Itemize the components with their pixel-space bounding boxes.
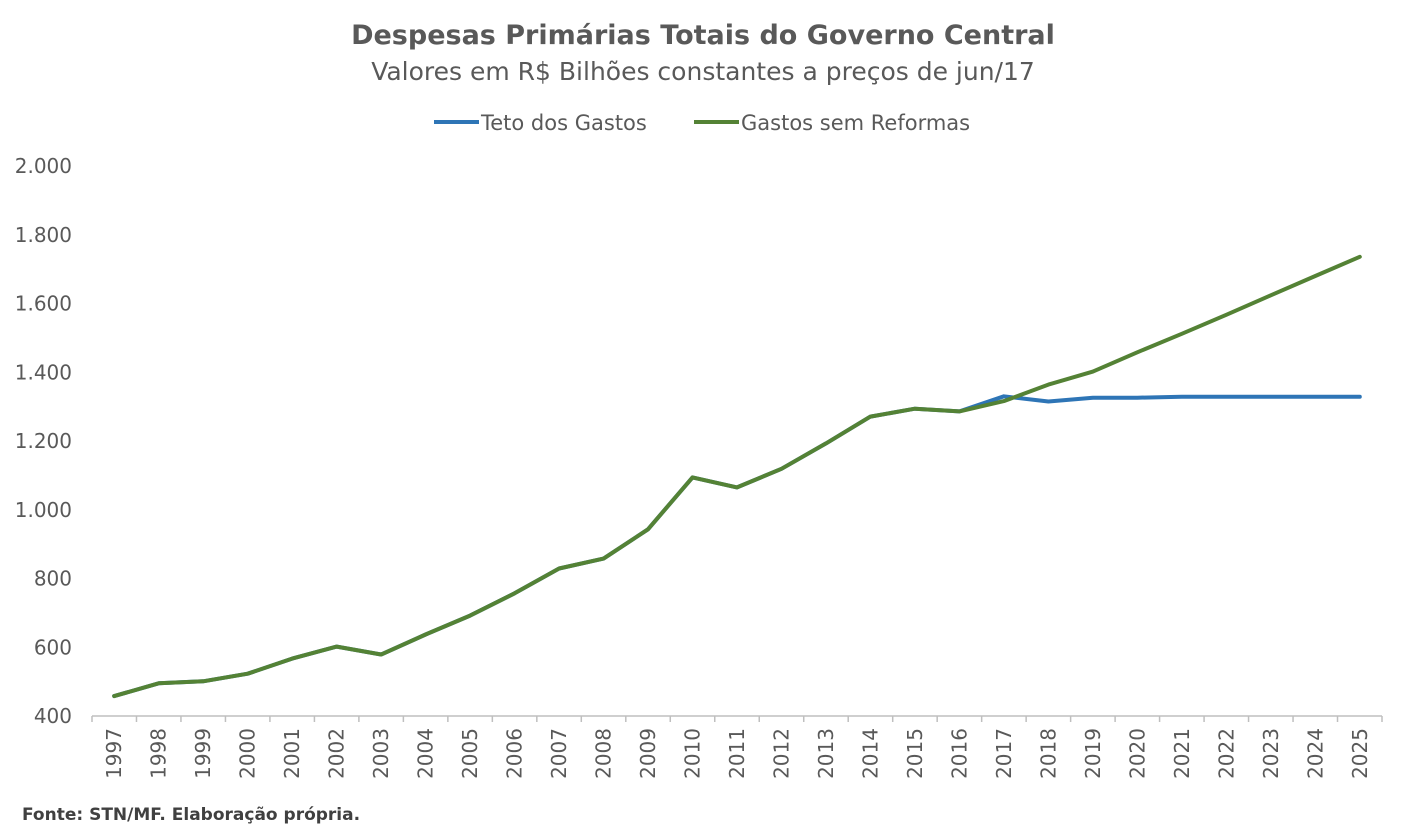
series-group (112, 254, 1362, 699)
chart: Despesas Primárias Totais do Governo Cen… (15, 20, 1383, 779)
x-tick-label: 1998 (147, 728, 171, 779)
x-tick-label: 2011 (725, 728, 749, 779)
y-tick-label: 1.000 (15, 498, 72, 522)
legend-label-teto: Teto dos Gastos (480, 111, 647, 135)
x-tick-label: 2017 (992, 728, 1016, 779)
x-tick-label: 2016 (947, 728, 971, 779)
x-tick-label: 2018 (1036, 728, 1060, 779)
x-tick-label: 2009 (636, 728, 660, 779)
x-tick-label: 2007 (547, 728, 571, 779)
y-tick-label: 800 (34, 567, 72, 591)
legend-label-sem-reformas: Gastos sem Reformas (741, 111, 970, 135)
x-tick-label: 2002 (325, 728, 349, 779)
x-tick-label: 2008 (592, 728, 616, 779)
x-tick-label: 2010 (681, 728, 705, 779)
chart-subtitle: Valores em R$ Bilhões constantes a preço… (371, 57, 1035, 86)
y-tick-label: 400 (34, 704, 72, 728)
x-tick-label: 2024 (1303, 728, 1327, 779)
x-tick-label: 2020 (1125, 728, 1149, 779)
x-tick-label: 2001 (280, 728, 304, 779)
x-tick-label: 2023 (1259, 728, 1283, 779)
x-tick-label: 2005 (458, 728, 482, 779)
y-axis: 2.000 1.800 1.600 1.400 1.200 1.000 800 600 400 (15, 154, 72, 728)
x-tick-label: 2019 (1081, 728, 1105, 779)
x-tick-label: 2021 (1170, 728, 1194, 779)
x-tick-label: 2004 (414, 728, 438, 779)
y-tick-label: 1.400 (15, 360, 72, 384)
x-tick-label: 2014 (858, 728, 882, 779)
y-tick-label: 600 (34, 635, 72, 659)
x-tick-label: 2013 (814, 728, 838, 779)
source-note: Fonte: STN/MF. Elaboração própria. (22, 805, 361, 825)
series-line-gastos-sem-reformas (112, 254, 1362, 699)
legend: Teto dos Gastos Gastos sem Reformas (434, 111, 970, 135)
x-tick-label: 2000 (236, 728, 260, 779)
x-tick-label: 2006 (503, 728, 527, 779)
x-tick-label: 2015 (903, 728, 927, 779)
series-line-teto-dos-gastos (112, 394, 1362, 699)
x-axis: 1997 1998 1999 2000 2001 2002 2003 2004 2005 2006… (91, 715, 1383, 779)
chart-title: Despesas Primárias Totais do Governo Cen… (351, 20, 1055, 51)
x-tick-label: 1997 (102, 728, 126, 779)
x-tick-label: 1999 (191, 728, 215, 779)
y-tick-label: 1.800 (15, 223, 72, 247)
x-tick-label: 2025 (1348, 728, 1372, 779)
x-tick-label: 2003 (369, 728, 393, 779)
x-tick-label: 2022 (1214, 728, 1238, 779)
y-tick-label: 1.200 (15, 429, 72, 453)
y-tick-label: 1.600 (15, 292, 72, 316)
x-tick-label: 2012 (769, 728, 793, 779)
y-tick-label: 2.000 (15, 154, 72, 178)
